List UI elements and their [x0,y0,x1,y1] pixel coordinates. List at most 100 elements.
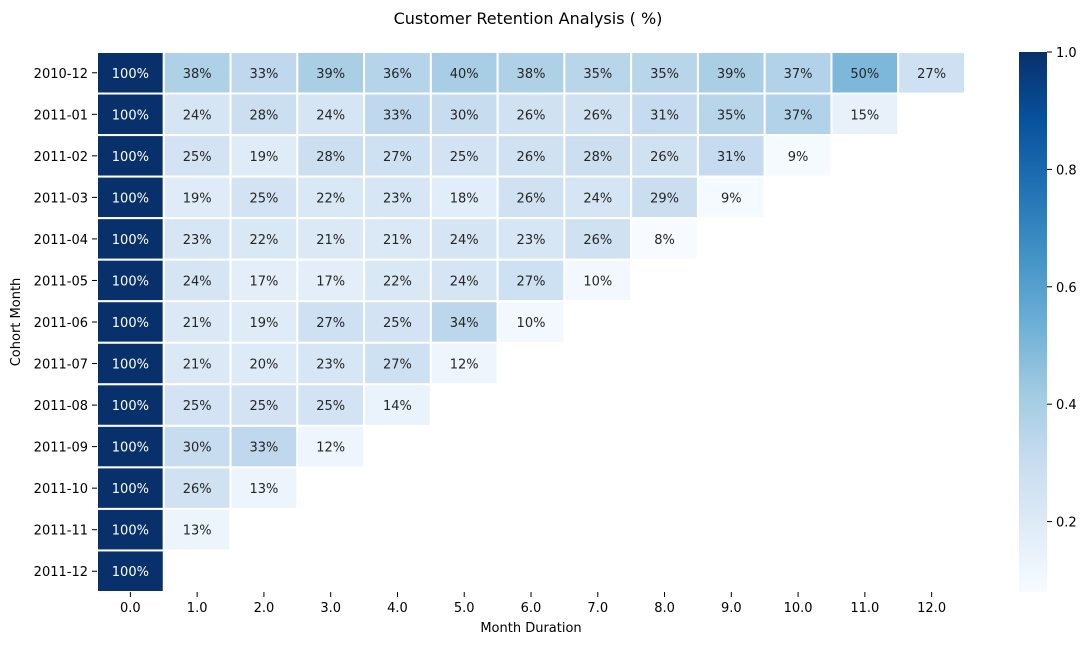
cell-value-label: 26% [583,108,612,123]
x-tick-label: 10.0 [784,601,813,616]
cell-value-label: 13% [249,482,278,497]
cell-value-label: 35% [717,108,746,123]
heatmap-cell [563,258,633,303]
heatmap-cell [830,51,900,95]
y-tick-label: 2011-08 [34,399,88,414]
cell-value-label: 100% [112,441,149,456]
cell-value-label: 33% [383,108,412,123]
x-axis: 0.0 1.0 2.0 3.0 4.0 5.0 6.0 7.0 8.0 9.0 10.0 11.0 12… [120,592,946,616]
heatmap-cell [229,466,299,510]
y-tick-label: 2011-07 [34,358,88,373]
cell-value-label: 39% [316,67,345,82]
cell-value-label: 37% [784,108,813,123]
cell-value-label: 21% [183,358,212,373]
heatmap-cell [763,134,833,178]
y-axis-label: Cohort Month [9,278,24,367]
heatmap-cell [630,217,699,261]
cell-value-label: 37% [784,67,813,82]
cell-value-label: 25% [450,150,479,165]
cell-value-label: 31% [650,108,679,123]
cell-value-label: 28% [316,150,345,165]
heatmap-cell [296,341,366,386]
cell-value-label: 24% [583,191,612,206]
heatmap-cell [96,175,165,220]
heatmap-cell [162,341,232,386]
cell-value-label: 25% [383,316,412,331]
cell-value-label: 24% [450,233,479,248]
colorbar-tick-label: 0.6 [1056,281,1077,296]
cell-value-label: 34% [450,316,479,331]
cell-value-label: 33% [249,67,278,82]
colorbar-tick-label: 0.4 [1056,398,1077,413]
heatmap-cell [96,300,165,344]
cell-value-label: 27% [917,67,946,82]
cell-value-label: 17% [316,274,345,289]
heatmap-cell [496,92,566,137]
cell-value-label: 27% [316,316,345,331]
x-tick-label: 8.0 [654,601,675,616]
heatmap-cell [429,300,499,344]
x-tick-label: 4.0 [387,601,408,616]
x-tick-label: 9.0 [721,601,742,616]
heatmap-cell [363,383,432,427]
cell-value-label: 12% [450,358,479,373]
heatmap-cell [630,92,699,137]
cell-value-label: 23% [316,358,345,373]
cell-value-label: 100% [112,233,149,248]
heatmap-cell [696,175,766,220]
cell-value-label: 100% [112,358,149,373]
cell-value-label: 26% [517,191,546,206]
heatmap-cell [429,92,499,137]
heatmap-cell [229,341,299,386]
cell-value-label: 21% [316,233,345,248]
cell-value-label: 36% [383,67,412,82]
cell-value-label: 24% [183,274,212,289]
cell-value-label: 100% [112,191,149,206]
heatmap-cell [630,175,699,220]
x-axis-label: Month Duration [480,621,581,636]
x-tick-label: 12.0 [917,601,946,616]
x-tick-label: 0.0 [120,601,141,616]
heatmap-cell [96,507,165,552]
heatmap-cell [429,341,499,386]
heatmap-cell [496,300,566,344]
cell-value-label: 39% [717,67,746,82]
cell-value-label: 21% [183,316,212,331]
cell-value-label: 100% [112,399,149,414]
cell-value-label: 19% [249,150,278,165]
cell-value-label: 25% [183,399,212,414]
cell-value-label: 23% [383,191,412,206]
cell-value-label: 29% [650,191,679,206]
heatmap-cell [496,217,566,261]
heatmap-cell [429,175,499,220]
y-tick-label: 2011-05 [34,274,88,289]
cell-value-label: 10% [517,316,546,331]
cell-value-label: 100% [112,274,149,289]
cell-value-label: 30% [183,441,212,456]
heatmap-cell [229,217,299,261]
x-tick-label: 11.0 [850,601,879,616]
heatmap-cell [162,507,232,552]
cell-value-label: 13% [183,524,212,539]
y-tick-label: 2010-12 [34,67,88,82]
heatmap-cell [429,51,499,95]
cell-value-label: 12% [316,441,345,456]
cell-value-label: 23% [517,233,546,248]
y-tick-label: 2011-04 [34,233,88,248]
cell-value-label: 28% [249,108,278,123]
cell-value-label: 100% [112,150,149,165]
cell-value-label: 100% [112,67,149,82]
cell-value-label: 24% [183,108,212,123]
heatmap-cell [429,258,499,303]
heatmap-cell [96,549,165,594]
heatmap-cell [696,51,766,95]
cell-value-label: 14% [383,399,412,414]
y-tick-label: 2011-01 [34,108,88,123]
cell-value-label: 26% [517,108,546,123]
heatmap-cell [96,258,165,303]
heatmap-cell [563,217,633,261]
y-tick-label: 2011-11 [34,524,88,539]
heatmap-cell [296,134,366,178]
